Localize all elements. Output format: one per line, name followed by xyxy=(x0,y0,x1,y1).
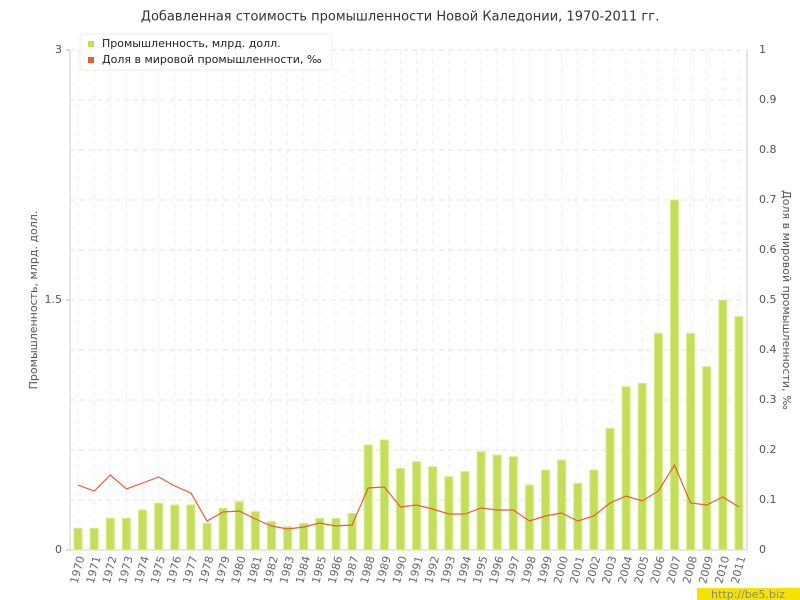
bar xyxy=(702,366,712,551)
bar xyxy=(686,332,696,551)
bar xyxy=(186,504,196,551)
bar xyxy=(508,456,518,551)
bar xyxy=(154,502,164,551)
bar xyxy=(363,444,373,551)
y2-tick-label: 0.6 xyxy=(759,243,777,256)
legend-swatch xyxy=(88,57,94,63)
y2-tick-label: 0.8 xyxy=(759,143,777,156)
bar xyxy=(476,451,486,551)
bar xyxy=(347,512,357,551)
bar xyxy=(234,501,244,551)
bar xyxy=(315,517,325,551)
bar xyxy=(379,439,389,551)
y2-tick-label: 0.9 xyxy=(759,93,777,106)
bar xyxy=(331,517,341,551)
bar xyxy=(669,199,679,551)
bar xyxy=(121,517,131,551)
bar xyxy=(202,522,212,551)
bar xyxy=(589,469,599,551)
bar xyxy=(283,526,293,551)
bar xyxy=(395,467,405,551)
bar xyxy=(299,522,309,551)
y2-tick-label: 0.3 xyxy=(759,393,777,406)
bar xyxy=(541,469,551,551)
bar xyxy=(105,517,115,551)
bar xyxy=(492,454,502,551)
bar xyxy=(605,427,615,551)
y-axis-label: Промышленность, млрд. долл. xyxy=(27,211,40,390)
bar xyxy=(621,386,631,551)
bar xyxy=(218,507,228,551)
bar xyxy=(573,482,583,551)
y-tick-label: 3 xyxy=(55,43,62,56)
bar xyxy=(73,527,83,551)
bar xyxy=(524,484,534,551)
y2-tick-label: 1 xyxy=(759,43,766,56)
bar xyxy=(637,382,647,551)
legend-box xyxy=(79,33,333,71)
bar xyxy=(653,332,663,551)
legend-label: Доля в мировой промышленности, ‰ xyxy=(102,53,322,66)
legend-label: Промышленность, млрд. долл. xyxy=(102,37,281,50)
line xyxy=(77,463,740,530)
y2-tick-label: 0.4 xyxy=(759,343,777,356)
y2-tick-label: 0 xyxy=(759,543,766,556)
chart-title: Добавленная стоимость промышленности Нов… xyxy=(141,10,659,25)
bar xyxy=(718,299,728,551)
watermark: http://be5.biz xyxy=(711,588,785,600)
bar xyxy=(266,521,276,551)
bar xyxy=(460,471,470,551)
y2-tick-label: 0.1 xyxy=(759,493,777,506)
bar xyxy=(557,459,567,551)
bar xyxy=(734,316,744,551)
y2-tick-label: 0.2 xyxy=(759,443,777,456)
watermark-bg xyxy=(697,588,800,600)
y-tick-label: 1.5 xyxy=(45,293,63,306)
y2-tick-label: 0.7 xyxy=(759,193,777,206)
y2-tick-label: 0.5 xyxy=(759,293,777,306)
y2-axis-label: Доля в мировой промышленности, ‰ xyxy=(780,190,793,410)
bar xyxy=(170,504,180,551)
legend-swatch xyxy=(88,41,94,47)
bar xyxy=(250,511,260,551)
bar xyxy=(89,527,99,551)
bar xyxy=(138,509,148,551)
y-tick-label: 0 xyxy=(55,543,62,556)
